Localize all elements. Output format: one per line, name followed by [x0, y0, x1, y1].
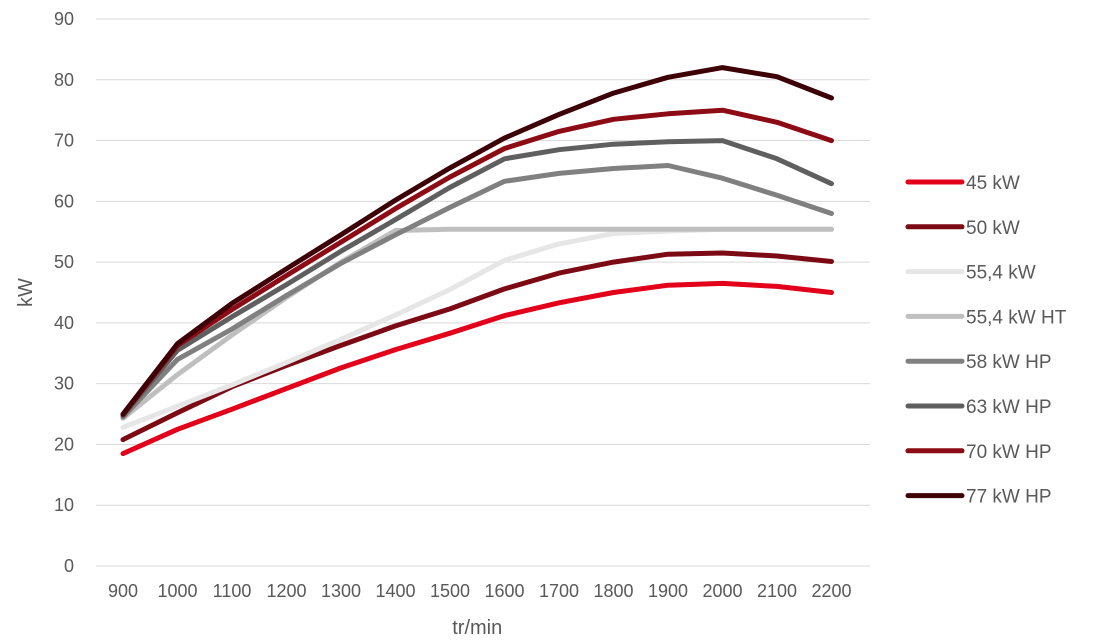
legend-label: 50 kW: [966, 218, 1020, 239]
y-tick-label: 70: [54, 131, 74, 151]
x-tick-label: 1000: [157, 581, 197, 601]
gridlines: [96, 18, 870, 567]
x-tick-label: 1600: [484, 581, 524, 601]
y-tick-label: 60: [54, 191, 74, 211]
x-axis-title: tr/min: [452, 617, 502, 639]
legend-label: 70 kW HP: [966, 442, 1052, 463]
legend-item: 77 kW HP: [905, 487, 1052, 508]
x-tick-label: 1700: [539, 581, 579, 601]
legend-label: 45 kW: [966, 173, 1020, 194]
x-tick-label: 1200: [266, 581, 306, 601]
series-line-1: [120, 280, 834, 457]
y-axis-ticks: 0 10 20 30 40 50 60 70 80 90: [54, 9, 74, 576]
y-tick-label: 30: [54, 374, 74, 394]
legend-item: 55,4 kW: [905, 263, 1036, 284]
x-tick-label: 1900: [648, 581, 688, 601]
legend-item: 70 kW HP: [905, 442, 1052, 463]
x-tick-label: 900: [108, 581, 138, 601]
y-tick-label: 20: [54, 434, 74, 454]
series-line-7: [120, 107, 834, 418]
x-tick-label: 1100: [213, 581, 252, 601]
x-tick-label: 1500: [430, 581, 470, 601]
legend-item: 63 kW HP: [905, 397, 1052, 418]
legend-label: 58 kW HP: [966, 352, 1052, 373]
series-lines: [120, 65, 834, 457]
x-tick-label: 1800: [593, 581, 633, 601]
legend-label: 55,4 kW: [966, 263, 1036, 284]
x-axis-ticks: 900 1000 1100 1200 1300 1400 1500 1600 1700 1800 1…: [108, 581, 852, 601]
y-tick-label: 40: [54, 313, 74, 333]
legend-label: 63 kW HP: [966, 397, 1052, 418]
y-tick-label: 50: [54, 252, 74, 272]
legend: 45 kW 50 kW 55,4 kW 55,4 kW HT 58 kW HP 63 kW…: [905, 173, 1067, 508]
series-line-5: [120, 163, 834, 420]
legend-item: 58 kW HP: [905, 352, 1052, 373]
legend-item: 55,4 kW HT: [905, 307, 1067, 328]
legend-item: 50 kW: [905, 218, 1020, 239]
y-tick-label: 80: [54, 70, 74, 90]
legend-item: 45 kW: [905, 173, 1020, 194]
legend-label: 77 kW HP: [966, 487, 1052, 508]
y-tick-label: 90: [54, 9, 74, 29]
y-tick-label: 10: [54, 495, 74, 515]
x-tick-label: 1300: [321, 581, 361, 601]
series-line-4: [120, 226, 834, 421]
y-axis-title: kW: [15, 278, 37, 307]
series-line-6: [120, 138, 834, 418]
x-tick-label: 2200: [811, 581, 851, 601]
x-tick-label: 1400: [375, 581, 415, 601]
x-tick-label: 2100: [757, 581, 797, 601]
legend-label: 55,4 kW HT: [966, 307, 1067, 328]
y-tick-label: 0: [64, 556, 74, 576]
series-line-8: [120, 65, 834, 417]
x-tick-label: 2000: [702, 581, 742, 601]
